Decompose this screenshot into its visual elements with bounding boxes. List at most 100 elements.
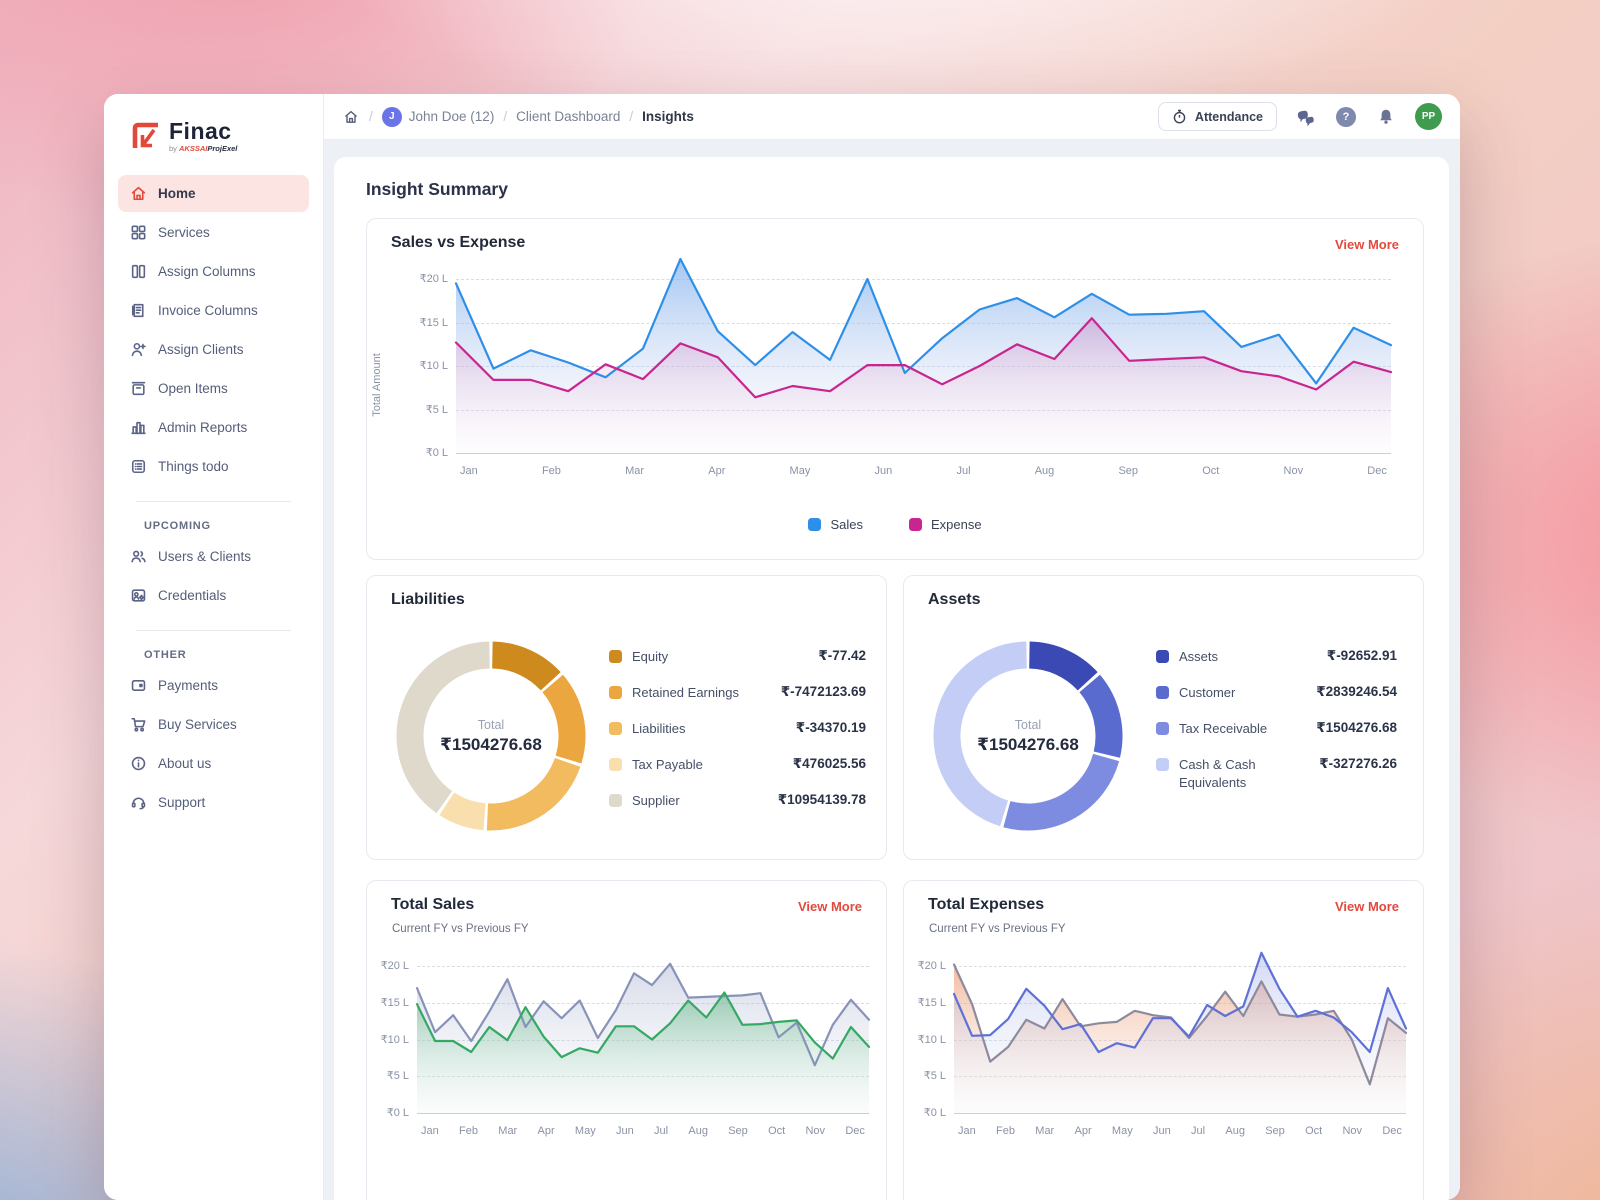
open-items-icon (130, 380, 147, 397)
sidebar-item-buy-services[interactable]: Buy Services (118, 706, 309, 743)
sidebar-item-label: About us (158, 755, 212, 771)
y-axis-tick: ₹0 L (386, 1107, 409, 1119)
y-axis-tick: ₹15 L (419, 316, 448, 329)
sidebar-item-label: Credentials (158, 587, 227, 603)
invoice-columns-icon (130, 302, 147, 319)
sidebar-item-home[interactable]: Home (118, 174, 309, 212)
view-more-link[interactable]: View More (1334, 237, 1399, 252)
sidebar-item-credentials[interactable]: Credentials (118, 577, 309, 614)
donut-total-label: Total (477, 717, 505, 732)
assign-clients-icon (130, 341, 147, 358)
legend-label: Expense (930, 517, 982, 532)
x-axis-tick: Oct (1202, 465, 1220, 477)
legend-value: ₹-327276.26 (1319, 756, 1397, 771)
sidebar-item-label: Payments (158, 677, 219, 693)
y-axis-tick: ₹5 L (425, 403, 448, 416)
sidebar-item-payments[interactable]: Payments (118, 667, 309, 704)
sidebar-item-label: Assign Columns (158, 263, 256, 279)
legend-swatch (609, 650, 622, 663)
gridline (417, 1113, 869, 1114)
donut-total-label: Total (1014, 717, 1042, 732)
sales-vs-expense-card: Sales vs Expense View More Total Amount … (366, 218, 1424, 560)
legend-value: ₹1504276.68 (1316, 720, 1397, 735)
legend-swatch (1156, 758, 1169, 771)
gridline (456, 322, 1391, 324)
assign-columns-icon (130, 263, 147, 280)
sidebar-item-label: Assign Clients (158, 341, 244, 357)
legend-value: ₹476025.56 (792, 756, 866, 771)
x-axis-tick: Jul (956, 465, 971, 477)
assets-donut-chart: Total ₹1504276.68 (930, 638, 1126, 834)
stopwatch-icon (1173, 109, 1186, 124)
sidebar-item-invoice-columns[interactable]: Invoice Columns (118, 292, 309, 329)
sidebar-item-open-items[interactable]: Open Items (118, 370, 309, 407)
attendance-button[interactable]: Attendance (1157, 102, 1277, 131)
feedback-icon[interactable] (1295, 106, 1317, 128)
sidebar-item-label: Services (158, 224, 210, 240)
legend-value: ₹10954139.78 (777, 792, 866, 807)
app-name: Finac (169, 118, 232, 144)
legend-row-tax-payable: Tax Payable ₹476025.56 (609, 756, 866, 778)
notifications-bell-icon[interactable] (1375, 106, 1397, 128)
sidebar-item-label: Buy Services (158, 716, 237, 732)
app-logo[interactable]: Finac by AKSSAIProjExel (104, 94, 323, 161)
page-title: Insight Summary (366, 179, 508, 199)
x-axis-tick: Dec (1367, 465, 1387, 477)
breadcrumb-section[interactable]: Client Dashboard (516, 109, 621, 124)
x-axis-tick: Nov (1342, 1125, 1363, 1137)
sidebar-section-title: OTHER (144, 648, 187, 661)
sidebar-section-title: UPCOMING (144, 519, 211, 532)
users-clients-icon (130, 548, 147, 565)
sidebar-item-assign-columns[interactable]: Assign Columns (118, 253, 309, 290)
sidebar-item-services[interactable]: Services (118, 214, 309, 251)
x-axis-tick: Jan (958, 1125, 976, 1137)
y-axis-tick: ₹0 L (425, 447, 448, 459)
x-axis-tick: Sep (728, 1125, 748, 1137)
legend-row-liabilities: Liabilities ₹-34370.19 (609, 720, 866, 742)
services-icon (130, 224, 147, 241)
legend-swatch (808, 518, 822, 531)
x-axis-tick: Mar (625, 465, 645, 477)
y-axis-tick: ₹20 L (380, 960, 409, 972)
help-icon[interactable]: ? (1335, 106, 1357, 128)
sidebar-item-admin-reports[interactable]: Admin Reports (118, 409, 309, 446)
x-axis-tick: Apr (708, 465, 726, 477)
sidebar-item-things-todo[interactable]: Things todo (118, 448, 309, 485)
x-axis-tick: Jul (1191, 1125, 1206, 1137)
sidebar-item-about-us[interactable]: About us (118, 745, 309, 782)
total-sales-chart (415, 962, 871, 1113)
legend-swatch (1156, 722, 1169, 735)
breadcrumb-current: Insights (642, 109, 694, 124)
card-title: Liabilities (391, 591, 465, 608)
credentials-icon (130, 587, 147, 604)
liabilities-donut-chart: Total ₹1504276.68 (393, 638, 589, 834)
assets-legend: Assets ₹-92652.91 Customer ₹2839246.54 Tax R… (1156, 648, 1397, 805)
legend-row-retained-earnings: Retained Earnings ₹-7472123.69 (609, 684, 866, 706)
sidebar-item-users-clients[interactable]: Users & Clients (118, 538, 309, 575)
sidebar-item-support[interactable]: Support (118, 784, 309, 821)
breadcrumb-user[interactable]: J John Doe (12) (381, 106, 494, 127)
sidebar-item-assign-clients[interactable]: Assign Clients (118, 331, 309, 368)
gridline (954, 966, 1406, 967)
y-axis-tick: ₹10 L (380, 1033, 409, 1046)
view-more-link[interactable]: View More (1334, 899, 1399, 914)
legend-swatch (1156, 650, 1169, 663)
y-axis-tick: ₹10 L (419, 360, 448, 372)
breadcrumb-home-icon[interactable] (342, 108, 360, 126)
assets-card: Assets Total ₹1504276.68 Assets ₹-92652.9… (903, 575, 1424, 860)
view-more-link[interactable]: View More (797, 899, 862, 914)
liabilities-card: Liabilities Total ₹1504276.68 Equity ₹-77… (366, 575, 887, 860)
things-todo-icon (130, 458, 147, 475)
x-axis-tick: Jan (460, 465, 478, 477)
x-axis-tick: Jan (421, 1125, 439, 1137)
x-axis-labels: Jan Feb Mar Apr May Jun Jul Aug Sep Oct Nov Dec (460, 465, 1387, 477)
legend-label: Tax Receivable (1179, 721, 1268, 736)
legend-row-cash-cash-equivalents: Cash & Cash Equivalents ₹-327276.26 (1156, 756, 1397, 791)
x-axis-tick: Feb (541, 465, 561, 477)
x-axis-tick: Apr (1074, 1125, 1092, 1137)
profile-avatar[interactable]: PP (1415, 103, 1442, 130)
x-axis-labels: Jan Feb Mar Apr May Jun Jul Aug Sep Oct Nov Dec (421, 1125, 865, 1137)
buy-services-icon (130, 716, 147, 733)
support-icon (130, 794, 147, 811)
